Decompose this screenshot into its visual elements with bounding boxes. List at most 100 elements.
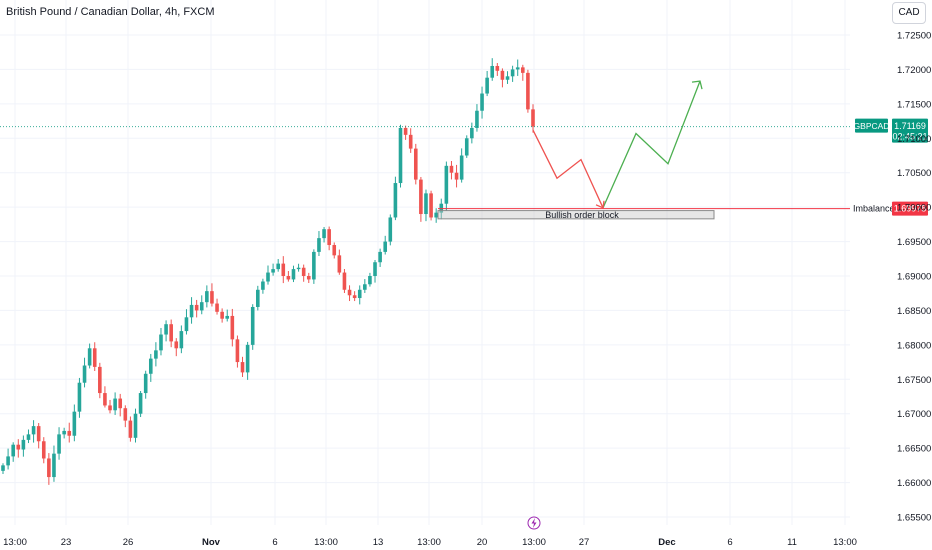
y-tick-label: 1.70500 — [897, 168, 931, 179]
candle-body — [230, 315, 235, 340]
x-tick-label: 23 — [61, 537, 72, 548]
candle-body — [21, 439, 26, 450]
candle-body — [286, 276, 291, 280]
candle-body — [475, 110, 479, 128]
candle-body — [495, 65, 500, 71]
candle-body — [266, 272, 270, 282]
candle-body — [444, 165, 449, 204]
time-axis[interactable]: 13:00 23 26 Nov 6 13:00 13 13:00 20 13:00 27 Dec 6 11… — [3, 537, 857, 548]
x-tick-label: 6 — [727, 537, 732, 548]
candle-body — [301, 267, 306, 276]
candle-body — [169, 324, 173, 342]
y-tick-label: 1.71000 — [897, 134, 931, 145]
candle-body — [250, 306, 255, 345]
candle-body — [205, 291, 209, 303]
candle-body — [271, 269, 275, 273]
bullish-arrowhead — [691, 80, 703, 90]
chart-grid — [0, 0, 850, 525]
candle-body — [357, 289, 362, 299]
candle-body — [403, 127, 408, 135]
candle-body — [143, 373, 148, 394]
y-tick-label: 1.67000 — [897, 409, 931, 420]
candle-body — [174, 341, 179, 349]
candle-body — [419, 179, 423, 215]
candle-body — [225, 315, 230, 319]
candle-body — [291, 269, 296, 280]
y-tick-label: 1.69000 — [897, 272, 931, 283]
x-tick-label: 27 — [579, 537, 590, 548]
order-block-box[interactable] — [437, 210, 715, 220]
candle-body — [485, 77, 489, 94]
candle-body — [123, 408, 128, 421]
candle-body — [480, 93, 484, 111]
candle-body — [47, 458, 51, 478]
symbol-tag-text: GBPCAD — [854, 121, 890, 131]
lightning-icon[interactable] — [527, 516, 541, 530]
candle-body — [459, 155, 464, 180]
y-tick-label: 1.68500 — [897, 306, 931, 317]
x-tick-label: 6 — [272, 537, 277, 548]
candlestick-series — [1, 58, 535, 485]
candle-body — [454, 172, 459, 180]
candle-body — [92, 348, 97, 367]
candle-body — [235, 339, 240, 363]
candle-body — [505, 76, 510, 80]
countdown-text: 02:45:21 — [892, 132, 927, 142]
candle-body — [388, 217, 393, 242]
candle-body — [6, 456, 10, 466]
candle-body — [138, 393, 143, 414]
bearish-projection-line — [532, 129, 604, 209]
candle-body — [317, 238, 321, 252]
candle-body — [368, 276, 372, 285]
candle-body — [261, 281, 265, 290]
candle-body — [11, 444, 15, 457]
candle-body — [184, 317, 189, 332]
candle-body — [133, 413, 138, 438]
x-tick-label: 11 — [787, 537, 797, 548]
candle-body — [108, 405, 112, 411]
bearish-arrowhead — [595, 200, 605, 209]
candle-body — [464, 138, 469, 156]
candle-body — [67, 430, 72, 436]
imbalance-price-text: 1.69978 — [894, 204, 927, 214]
candle-body — [500, 70, 505, 80]
current-price-label[interactable] — [892, 118, 928, 143]
candle-body — [398, 127, 403, 184]
candle-body — [245, 344, 250, 373]
price-axis[interactable]: 1.72500 1.72000 1.71500 1.71000 1.70500 1.700… — [897, 31, 931, 524]
lightning-icon-bolt — [531, 518, 537, 528]
y-tick-label: 1.72000 — [897, 65, 931, 76]
candle-body — [429, 193, 433, 218]
candle-body — [256, 289, 260, 307]
candle-body — [215, 303, 219, 312]
y-tick-label: 1.68000 — [897, 340, 931, 351]
candle-body — [342, 272, 347, 290]
candle-body — [72, 411, 77, 436]
candle-body — [515, 67, 520, 70]
candle-body — [164, 324, 168, 335]
candle-body — [383, 241, 388, 252]
candle-body — [16, 444, 21, 450]
y-tick-label: 1.66000 — [897, 478, 931, 489]
candle-body — [393, 183, 398, 218]
y-tick-label: 1.69500 — [897, 237, 931, 248]
chart-title: British Pound / Canadian Dollar, 4h, FXC… — [6, 6, 215, 18]
candle-body — [490, 65, 495, 78]
candle-body — [510, 69, 515, 77]
y-tick-label: 1.70000 — [897, 203, 931, 214]
symbol-tag — [855, 118, 888, 133]
candle-body — [179, 331, 184, 349]
candle-body — [332, 245, 337, 256]
imbalance-price-label[interactable] — [892, 201, 928, 216]
candle-body — [322, 229, 326, 239]
candle-body — [373, 262, 377, 276]
candle-body — [526, 72, 530, 110]
currency-button[interactable]: CAD — [892, 2, 926, 24]
candle-body — [378, 251, 382, 263]
y-tick-label: 1.66500 — [897, 444, 931, 455]
candle-body — [154, 350, 158, 359]
candle-body — [220, 311, 224, 319]
candle-body — [210, 291, 214, 304]
